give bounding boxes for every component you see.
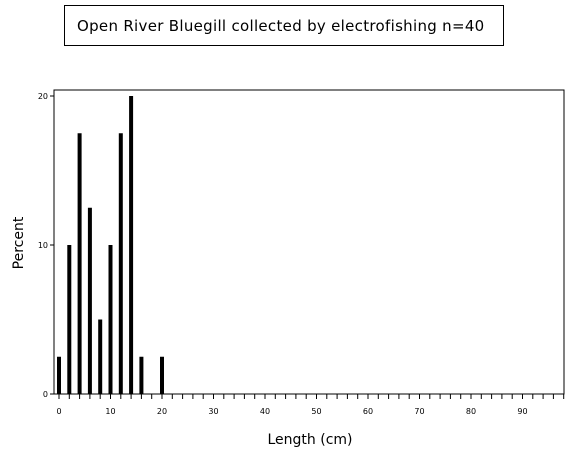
bar-6cm: [87, 207, 92, 394]
y-tick-label-10: 10: [38, 241, 48, 250]
bar-16cm: [139, 356, 144, 394]
x-tick-label-70: 70: [414, 407, 424, 416]
bar-20cm: [160, 356, 164, 394]
x-tick-label-90: 90: [517, 407, 527, 416]
x-tick-label-10: 10: [105, 407, 115, 416]
bar-10cm: [108, 245, 113, 394]
bar-14cm: [129, 96, 134, 394]
axes: [53, 89, 565, 395]
y-tick-label-20: 20: [38, 92, 48, 101]
x-tick-label-30: 30: [208, 407, 218, 416]
y-axis-title: Percent: [11, 216, 27, 269]
y-tick-label-0: 0: [43, 390, 48, 399]
x-tick-label-60: 60: [363, 407, 373, 416]
x-tick-label-80: 80: [466, 407, 476, 416]
plot-frame: [53, 89, 565, 395]
bar-4cm: [77, 133, 82, 394]
bar-2cm: [67, 245, 72, 394]
x-tick-label-40: 40: [260, 407, 270, 416]
ticks: 0 10 20 30 40 50 60 70 80 90 0 10 20: [38, 92, 565, 416]
x-axis-title: Length (cm): [268, 432, 353, 448]
bar-0cm: [57, 356, 61, 394]
bars: [57, 96, 164, 394]
x-tick-label-0: 0: [56, 407, 61, 416]
bar-12cm: [118, 133, 123, 394]
chart-title: Open River Bluegill collected by electro…: [64, 5, 504, 46]
bar-8cm: [98, 319, 103, 394]
x-tick-label-50: 50: [311, 407, 321, 416]
x-tick-label-20: 20: [157, 407, 167, 416]
